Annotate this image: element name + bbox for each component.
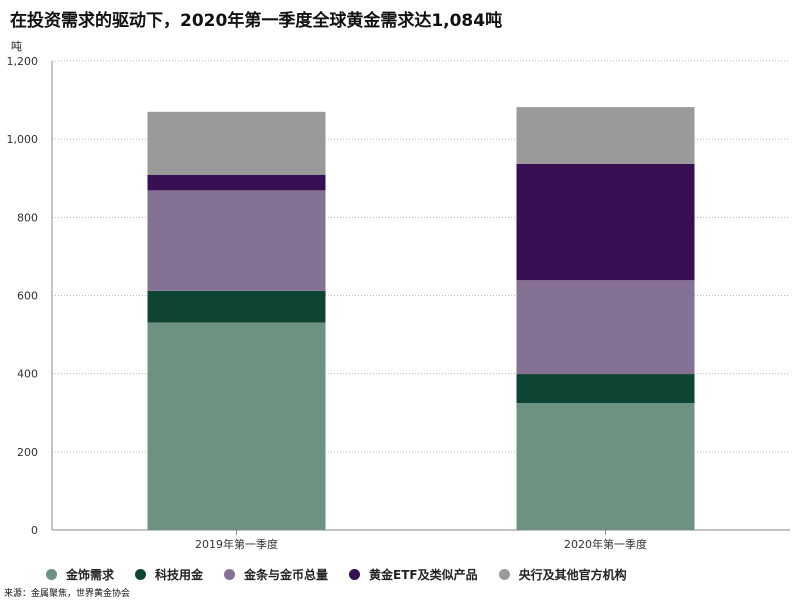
source-note: 来源：金属聚焦，世界黄金协会 [4, 589, 131, 599]
bar-segment-4 [147, 174, 326, 191]
bar-segment-5 [147, 111, 326, 175]
legend-item: 金饰需求 [46, 566, 114, 583]
stacked-bar-chart: 0 200 400 600 800 1,000 1,200 2019年第一季度 2020年第一季… [7, 55, 790, 551]
legend-swatch [224, 569, 236, 580]
y-tick-label: 400 [17, 368, 38, 381]
legend-label: 黄金ETF及类似产品 [369, 568, 478, 582]
legend-item: 黄金ETF及类似产品 [349, 566, 478, 583]
bar-segment-3 [516, 280, 695, 375]
legend-swatch [46, 569, 57, 580]
x-tick-label: 2019年第一季度 [195, 537, 278, 551]
legend-item: 科技用金 [135, 566, 203, 583]
chart-legend: 金饰需求 科技用金 金条与金币总量 黄金ETF及类似产品 央行及其他官方机构 [46, 566, 648, 583]
chart-title: 在投资需求的驱动下，2020年第一季度全球黄金需求达1,084吨 [10, 11, 503, 31]
legend-item: 央行及其他官方机构 [498, 566, 627, 583]
bar-segment-4 [516, 163, 695, 281]
bar-segment-2 [516, 374, 695, 403]
legend-swatch [135, 569, 147, 580]
y-tick-label: 600 [17, 290, 38, 303]
bar-segment-2 [147, 290, 326, 323]
x-tick-label: 2020年第一季度 [564, 537, 647, 551]
bar-segment-5 [516, 107, 695, 164]
legend-swatch [498, 569, 510, 580]
y-tick-label: 0 [31, 524, 38, 537]
y-tick-label: 1,200 [7, 55, 39, 68]
y-tick-label: 200 [17, 446, 38, 459]
legend-label: 科技用金 [155, 568, 204, 582]
y-tick-label: 800 [17, 211, 38, 224]
legend-label: 金饰需求 [66, 568, 115, 582]
bar-segment-3 [147, 190, 326, 291]
y-tick-label: 1,000 [7, 133, 39, 146]
legend-label: 金条与金币总量 [244, 568, 329, 582]
legend-swatch [349, 569, 361, 580]
bar-segment-1 [516, 402, 695, 530]
y-axis-unit-label: 吨 [11, 40, 22, 53]
bar-segment-1 [147, 322, 326, 530]
legend-item: 金条与金币总量 [224, 566, 328, 583]
legend-label: 央行及其他官方机构 [518, 568, 627, 582]
